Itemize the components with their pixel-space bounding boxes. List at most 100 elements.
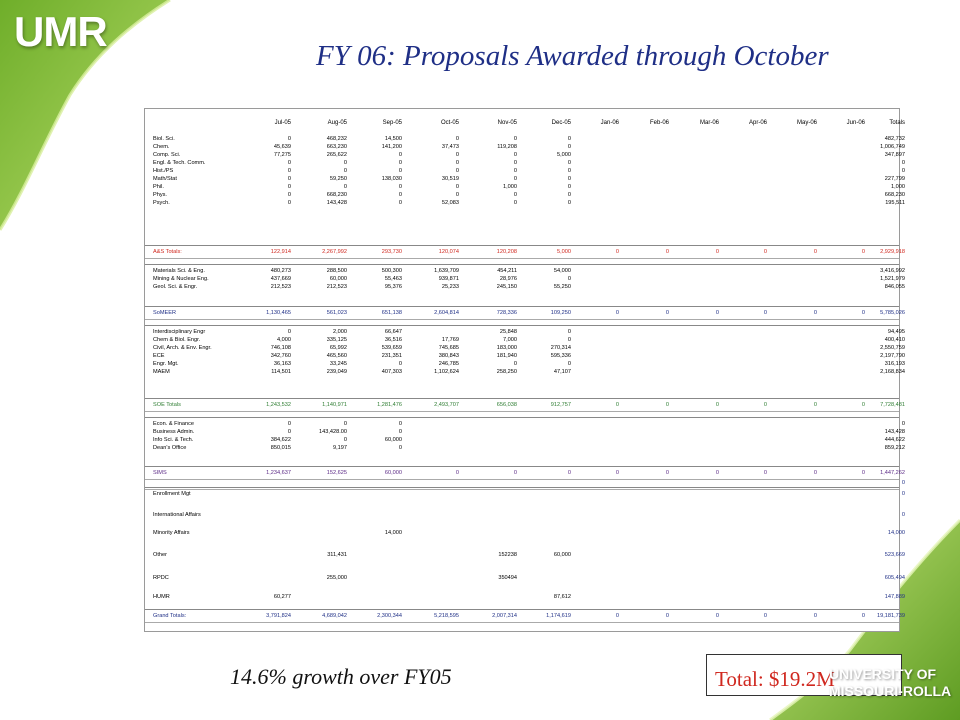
row-label: Mining & Nuclear Eng. [153, 276, 209, 282]
table-cell: 87,612 [553, 594, 571, 600]
table-cell: 0 [861, 402, 865, 408]
table-row: Chem & Biol. Engr. 4,000 335,125 36,516 17,7… [145, 336, 905, 345]
table-cell: 7,728,481 [880, 402, 905, 408]
table-cell: 0 [615, 470, 619, 476]
table-cell: 0 [813, 310, 817, 316]
table-cell: 342,760 [270, 353, 291, 359]
table-row: Materials Sci. & Eng. 480,273 288,500 500,3… [145, 267, 905, 276]
row-label: Materials Sci. & Eng. [153, 268, 205, 274]
table-row: HUMR 60,277 87,612 147,889 [145, 593, 905, 602]
table-cell: 0 [763, 249, 767, 255]
row-label: Dean's Office [153, 445, 187, 451]
table-cell: 0 [343, 184, 347, 190]
table-cell: 120,074 [438, 249, 459, 255]
row-separator [145, 319, 899, 320]
table-cell: 0 [567, 361, 571, 367]
table-cell: 55,250 [553, 284, 571, 290]
table-cell: 120,208 [496, 249, 517, 255]
table-row: Comp. Sci. 77,275 265,622 0 0 0 5,000 347,897 [145, 151, 905, 160]
table-cell: 0 [287, 136, 291, 142]
table-row: Other 311,431 152238 60,000 523,669 [145, 551, 905, 560]
table-cell: 54,000 [553, 268, 571, 274]
row-label: RPDC [153, 575, 169, 581]
table-cell: 500,300 [381, 268, 402, 274]
table-row: RPDC 255,000 350494 605,494 [145, 574, 905, 583]
table-cell: 239,049 [326, 369, 347, 375]
table-cell: 668,230 [884, 192, 905, 198]
table-cell: 0 [398, 192, 402, 198]
table-row: Geol. Sci. & Engr. 212,523 212,523 95,376 25… [145, 283, 905, 292]
table-cell: 0 [567, 470, 571, 476]
table-cell: 36,163 [273, 361, 291, 367]
table-cell: 60,000 [384, 437, 402, 443]
table-cell: 316,193 [884, 361, 905, 367]
row-label: HUMR [153, 594, 170, 600]
row-label: Other [153, 552, 167, 558]
row-label: Biol. Sci. [153, 136, 175, 142]
table-cell: 0 [615, 310, 619, 316]
row-label: ECE [153, 353, 165, 359]
table-cell: 0 [343, 168, 347, 174]
table-cell: 0 [567, 276, 571, 282]
awards-table: Jul-05 Aug-05 Sep-05 Oct-05 Nov-05 Dec-05 Jan-… [144, 108, 905, 632]
table-cell: 227,799 [884, 176, 905, 182]
table-cell: 595,336 [550, 353, 571, 359]
table-cell: 143,428.00 [319, 429, 347, 435]
table-cell: 0 [567, 337, 571, 343]
row-separator [145, 487, 899, 488]
row-separator [145, 411, 899, 412]
table-cell: 0 [455, 152, 459, 158]
column-header: Dec-05 [551, 120, 571, 126]
table-row: International Affairs 0 [145, 511, 905, 520]
table-cell: 0 [287, 421, 291, 427]
table-cell: 55,463 [384, 276, 402, 282]
table-cell: 1,243,532 [266, 402, 291, 408]
table-cell: 0 [665, 470, 669, 476]
table-cell: 407,303 [381, 369, 402, 375]
table-cell: 480,273 [270, 268, 291, 274]
table-cell: 36,516 [384, 337, 402, 343]
table-cell: 0 [398, 361, 402, 367]
total-row: 0 [145, 479, 905, 488]
table-cell: 152238 [498, 552, 517, 558]
table-cell: 663,230 [326, 144, 347, 150]
table-row: MAEM 114,501 239,049 407,303 1,102,624 258,25… [145, 368, 905, 377]
row-separator [145, 258, 899, 259]
table-cell: 2,000 [333, 329, 347, 335]
table-cell: 651,138 [381, 310, 402, 316]
table-cell: 195,511 [885, 200, 905, 206]
table-cell: 0 [715, 249, 719, 255]
row-label: SIMS [153, 470, 167, 476]
total-row: SoMEER 1,130,465 561,023 651,138 2,604,814 72… [145, 309, 905, 318]
table-cell: 0 [567, 168, 571, 174]
column-header: Apr-06 [748, 120, 767, 126]
table-cell: 0 [665, 613, 669, 619]
table-cell: 1,140,971 [322, 402, 347, 408]
table-row: Chem. 45,639 663,230 141,200 37,473 119,208 0 1… [145, 143, 905, 152]
table-row: Enrollment Mgt 0 [145, 490, 905, 499]
university-logo: UNIVERSITY OF MISSOURI-ROLLA [829, 666, 951, 700]
table-cell: 0 [287, 160, 291, 166]
table-cell: 0 [615, 402, 619, 408]
table-cell: 1,000 [503, 184, 517, 190]
table-row: Civil, Arch. & Env. Engr. 746,108 65,992 53… [145, 344, 905, 353]
table-cell: 109,250 [550, 310, 571, 316]
column-header: Feb-06 [649, 120, 669, 126]
table-cell: 0 [398, 184, 402, 190]
table-row: Info Sci. & Tech. 384,622 0 60,000 444,622 [145, 436, 905, 445]
table-cell: 384,622 [270, 437, 291, 443]
table-cell: 45,639 [273, 144, 291, 150]
table-cell: 335,125 [326, 337, 347, 343]
table-cell: 0 [513, 200, 517, 206]
row-label: Psych. [153, 200, 170, 206]
table-cell: 0 [567, 160, 571, 166]
table-cell: 1,174,619 [546, 613, 571, 619]
umr-logo: UMR [14, 8, 108, 55]
table-cell: 19,181,739 [877, 613, 905, 619]
row-label: Comp. Sci. [153, 152, 181, 158]
table-cell: 0 [455, 192, 459, 198]
table-cell: 0 [861, 470, 865, 476]
column-header: Jul-05 [274, 120, 291, 126]
row-separator [145, 417, 899, 418]
table-cell: 0 [901, 491, 905, 497]
